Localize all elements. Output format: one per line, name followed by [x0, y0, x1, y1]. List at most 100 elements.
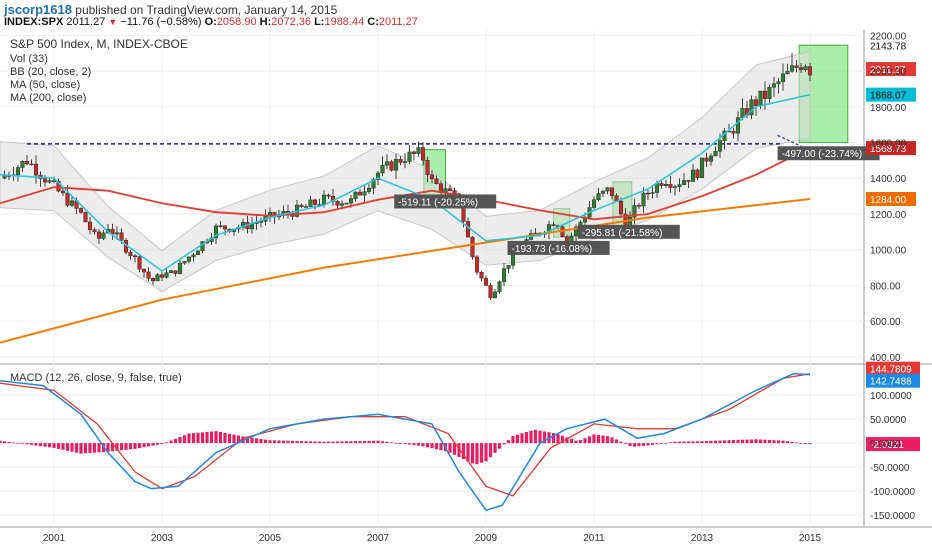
macd-tick-label: -50.0000 — [870, 463, 910, 474]
legend-vol[interactable]: Vol (33) — [10, 53, 48, 65]
legend-bb[interactable]: BB (20, close, 2) — [10, 66, 91, 78]
y-tick-label: 2200.00 — [870, 31, 907, 42]
macd-price-tag: 142.7488 — [866, 373, 920, 388]
candle-body — [380, 164, 385, 174]
candle-body — [258, 221, 264, 223]
macd-histogram-bar — [385, 441, 389, 444]
macd-histogram-bar — [52, 443, 56, 448]
macd-histogram-bar — [268, 440, 272, 444]
macd-histogram-bar — [506, 440, 511, 444]
author-name[interactable]: jscorp1618 — [4, 2, 72, 17]
macd-histogram-bar — [331, 441, 335, 444]
candle-body — [663, 183, 669, 186]
price-tag-bg — [866, 62, 916, 77]
drawdown-label: -193.73 (-16.08%) — [507, 240, 610, 255]
candle-body — [159, 274, 165, 278]
macd-histogram-bar — [29, 443, 34, 445]
macd-histogram-bar — [25, 443, 29, 445]
candle-body — [146, 271, 151, 279]
macd-histogram-bar — [749, 439, 754, 444]
candle-body — [389, 161, 394, 171]
candle-body — [695, 169, 700, 178]
macd-histogram-bar — [277, 440, 281, 444]
macd-histogram-bar — [344, 441, 349, 444]
candle-body — [708, 155, 714, 162]
macd-histogram-bar — [398, 443, 403, 444]
macd-histogram-bar — [556, 434, 560, 444]
macd-legend[interactable]: MACD (12, 26, close, 9, false, true) — [10, 372, 182, 384]
macd-histogram-bar — [803, 443, 808, 444]
candle-body — [474, 256, 480, 273]
macd-histogram-bar — [610, 437, 614, 444]
macd-histogram-bar — [470, 443, 475, 464]
candle-body — [717, 140, 723, 152]
open-label: O: — [204, 16, 217, 28]
candle-body — [83, 212, 88, 223]
candle-body — [425, 159, 430, 176]
macd-histogram-bar — [425, 443, 430, 448]
macd-histogram-bar — [520, 433, 524, 444]
macd-histogram-bar — [583, 438, 587, 444]
macd-histogram-bar — [790, 441, 794, 444]
macd-tick-label: 100.0000 — [870, 391, 912, 402]
macd-histogram-bar — [232, 434, 236, 444]
macd-histogram-bar — [718, 440, 722, 444]
macd-histogram-bar — [119, 443, 124, 451]
macd-histogram-bar — [209, 431, 214, 444]
low-label: L: — [314, 16, 325, 28]
macd-histogram-bar — [74, 443, 79, 453]
low-value: 1988.44 — [324, 16, 365, 28]
macd-histogram-bar — [47, 443, 52, 448]
candle-body — [353, 191, 358, 199]
macd-histogram-bar — [97, 443, 101, 453]
legend-ma200[interactable]: MA (200, close) — [10, 92, 86, 104]
candle-body — [618, 200, 624, 215]
axes: 400.00 600.00 800.00 1000.00 1200.00 1400.00 1… — [43, 31, 916, 544]
candle-body — [785, 70, 790, 75]
macd-histogram-bar — [691, 441, 695, 444]
chart-header: jscorp1618 published on TradingView.com,… — [0, 0, 932, 30]
y-tick-label: 1600.00 — [870, 139, 907, 150]
candle-body — [42, 178, 48, 183]
macd-histogram-bar — [151, 443, 155, 446]
macd-histogram-bar — [434, 443, 439, 450]
candle-body — [164, 272, 169, 278]
candle-body — [51, 180, 57, 182]
candle-body — [375, 172, 381, 180]
candle-body — [137, 256, 142, 270]
macd-histogram-bar — [182, 435, 187, 444]
macd-histogram-bar — [128, 443, 133, 450]
macd-histogram-bar — [493, 443, 497, 453]
macd-histogram-bar — [259, 438, 263, 444]
macd-histogram-bar — [11, 442, 16, 444]
macd-histogram-bar — [245, 437, 250, 444]
candle-body — [47, 180, 52, 183]
macd-histogram-bar — [560, 435, 565, 444]
candle-body — [155, 274, 160, 282]
candle-body — [465, 221, 471, 238]
candle-body — [488, 285, 493, 299]
macd-histogram-bar — [668, 442, 673, 444]
macd-histogram-bar — [601, 435, 605, 444]
candle-body — [798, 67, 804, 71]
legend-title: S&P 500 Index, M, INDEX-CBOE — [10, 37, 188, 51]
open-value: 2058.90 — [216, 16, 257, 28]
candle-body — [114, 232, 120, 235]
macd-histogram-bar — [214, 431, 218, 444]
macd-histogram-bar — [263, 439, 268, 444]
candle-body — [452, 190, 457, 194]
x-tick-label: 2005 — [259, 533, 282, 544]
candle-body — [551, 224, 556, 226]
pane-frame — [0, 30, 932, 528]
macd-histogram-bar — [56, 443, 61, 449]
candle-body — [191, 254, 196, 258]
candle-body — [29, 163, 34, 166]
legend-ma50[interactable]: MA (50, close) — [10, 79, 80, 91]
macd-histogram-bar — [515, 434, 520, 444]
macd-tick-label: -100.0000 — [870, 487, 915, 498]
macd-histogram-bar — [61, 443, 65, 450]
price-tag: 1284.00 — [866, 191, 916, 206]
candle-body — [731, 130, 736, 134]
candle-body — [92, 229, 97, 233]
